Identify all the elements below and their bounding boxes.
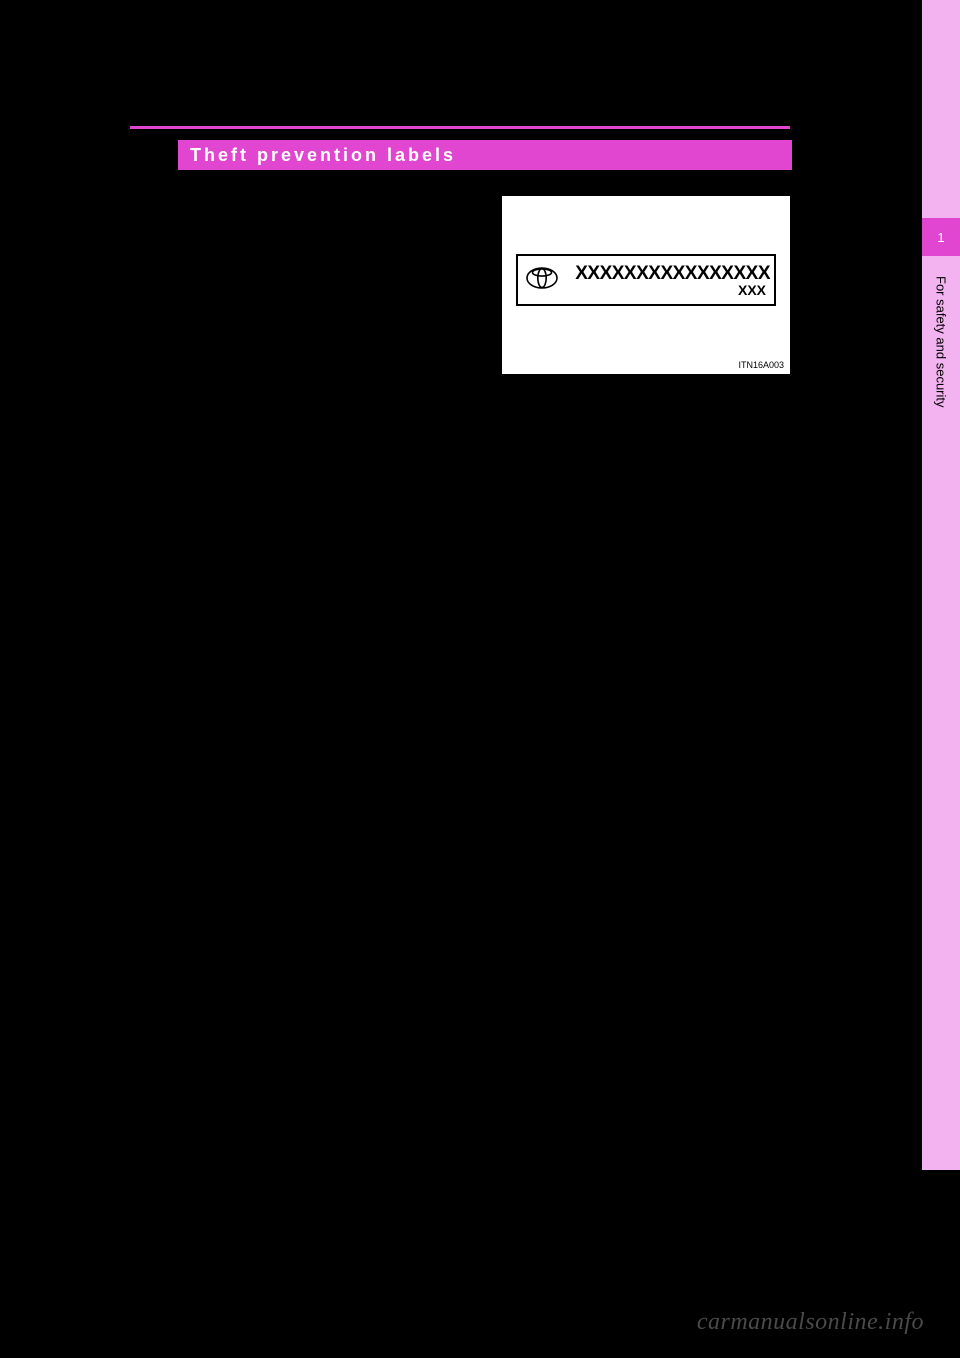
section-label: For safety and security	[922, 268, 960, 568]
label-figure: XXXXXXXXXXXXXXXX XXX ITN16A003	[502, 196, 790, 374]
header-bar: Theft prevention labels	[178, 140, 792, 170]
chapter-tab: 1	[922, 218, 960, 256]
label-code-sub: XXX	[738, 282, 766, 298]
sidebar: 1 For safety and security	[922, 0, 960, 1170]
manual-page: 1 For safety and security Theft preventi…	[130, 140, 830, 1210]
header-rule	[130, 126, 790, 129]
watermark-text: carmanualsonline.info	[697, 1309, 924, 1336]
figure-id: ITN16A003	[738, 360, 784, 370]
chapter-number: 1	[937, 230, 944, 245]
label-text-block: XXXXXXXXXXXXXXXX XXX	[566, 263, 770, 298]
theft-label-sample: XXXXXXXXXXXXXXXX XXX	[516, 254, 776, 306]
page-title: Theft prevention labels	[190, 145, 456, 166]
toyota-logo-icon	[526, 267, 558, 294]
